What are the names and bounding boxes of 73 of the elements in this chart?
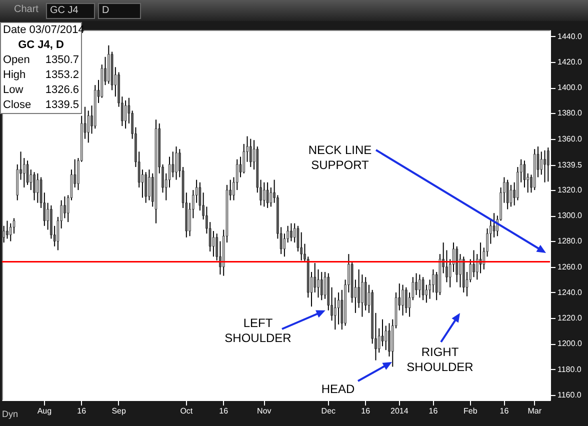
x-tick-label: 16 <box>428 406 438 416</box>
candlestick <box>36 172 39 204</box>
y-tick-label: 1320.0 <box>558 186 583 195</box>
annotation: GC J4, D <box>17 38 65 53</box>
candlestick <box>2 225 6 244</box>
candlestick <box>144 172 147 204</box>
candlestick <box>263 182 266 208</box>
x-tick-label: 16 <box>77 406 87 416</box>
candlestick <box>320 271 323 301</box>
candlestick <box>266 182 269 208</box>
x-tick-label: Dec <box>321 406 336 416</box>
annotation: LEFT SHOULDER <box>224 316 292 346</box>
y-tick-label: 1420.0 <box>558 58 583 67</box>
text: Dyn <box>2 409 18 419</box>
y-tick-label: 1260.0 <box>558 262 583 272</box>
candlestick <box>314 262 316 293</box>
x-tick-label: 16 <box>500 406 510 416</box>
candlestick <box>33 172 36 201</box>
candlestick <box>506 179 509 210</box>
candlestick <box>422 276 424 301</box>
y-tick-label: 1300.0 <box>558 211 583 220</box>
candlestick <box>64 196 66 219</box>
candlestick <box>148 169 150 201</box>
annotation: HEAD <box>320 382 356 397</box>
x-tick-label: 16 <box>361 406 371 416</box>
candlestick <box>418 274 421 298</box>
info-panel: Date 03/07/2014 GC J4, D Open 1350.7 High 1353.2 Low 1326.6 Close 1339.5 <box>0 22 82 114</box>
candlestick <box>212 230 215 258</box>
x-tick-label: 2014 <box>390 406 409 416</box>
y-tick-label: 1180.0 <box>558 364 582 374</box>
candlestick <box>510 184 512 208</box>
candlestick <box>317 268 320 298</box>
candlestick <box>6 220 8 240</box>
candlestick <box>290 222 292 242</box>
y-tick-label: 1339.5 <box>558 160 583 170</box>
toolbar: Chart GC J4 D <box>0 0 588 21</box>
y-tick-label: 1360.0 <box>558 134 583 144</box>
x-tick-label: Sep <box>112 406 126 416</box>
candlestick <box>479 242 482 274</box>
candlestick <box>175 146 178 180</box>
x-tick-label: Feb <box>463 406 478 416</box>
y-tick-label: 1220.0 <box>558 314 583 323</box>
candlestick <box>172 151 174 178</box>
candlestick <box>124 100 127 130</box>
candlestick <box>249 138 252 168</box>
y-tick-label: 1280.0 <box>558 236 583 246</box>
candlestick <box>242 143 246 174</box>
y-tick-label: 1440.0 <box>558 32 583 41</box>
candlestick <box>402 284 404 316</box>
y-tick-label: 1160.0 <box>558 390 582 400</box>
candlestick <box>381 318 384 347</box>
candlestick <box>415 272 418 296</box>
x-tick-label: Aug <box>37 406 52 416</box>
candlestick <box>492 212 496 238</box>
candlestick <box>388 322 390 357</box>
annotation: Date 03/07/2014 <box>2 23 84 38</box>
y-tick-label: 1200.0 <box>558 339 583 348</box>
candlestick <box>472 250 475 278</box>
annotation: RIGHT SHOULDER <box>406 345 474 375</box>
candlestick <box>546 147 550 182</box>
candlestick <box>364 276 367 311</box>
candlestick <box>87 110 90 144</box>
candlestick <box>405 286 408 314</box>
y-tick-label: 1240.0 <box>558 288 583 297</box>
candlestick <box>540 151 543 176</box>
annotation: NECK LINE SUPPORT <box>307 143 373 173</box>
x-tick-label: 16 <box>219 406 229 416</box>
y-tick-label: 1400.0 <box>558 83 583 92</box>
x-tick-label: Oct <box>180 406 194 416</box>
y-tick-label: 1380.0 <box>558 108 583 118</box>
x-tick-label: Mar <box>528 406 542 416</box>
x-tick-label: Nov <box>257 406 272 416</box>
candlestick <box>544 150 546 183</box>
